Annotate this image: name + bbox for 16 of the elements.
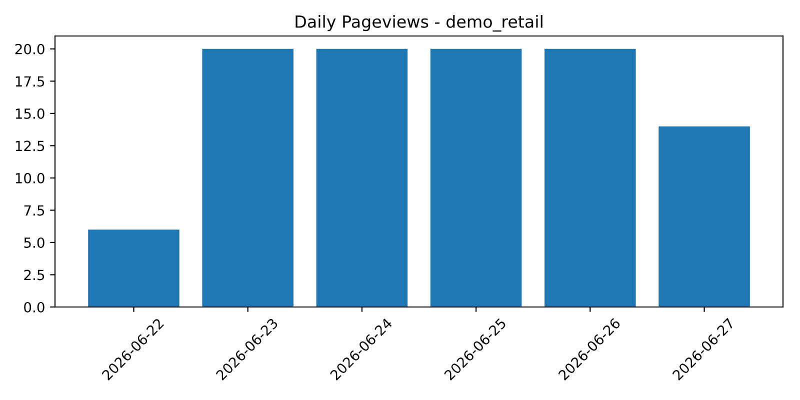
y-tick-label: 17.5 (16, 76, 44, 87)
y-tick-label: 15.0 (16, 108, 44, 119)
y-tick-label: 0.0 (24, 302, 44, 312)
y-tick-label: 5.0 (24, 237, 44, 248)
y-tick-label: 12.5 (16, 140, 44, 152)
bar (202, 48, 294, 307)
y-tick-label: 20.0 (15, 44, 44, 54)
y-tick-label: 7.5 (24, 205, 44, 216)
chart-title: Daily Pageviews - demo_retail (296, 15, 542, 32)
y-tick-label: 2.5 (24, 270, 44, 280)
bar (658, 126, 750, 307)
bar (316, 48, 408, 307)
y-tick-label: 10.0 (16, 172, 44, 184)
bar (88, 230, 180, 307)
bar (430, 48, 522, 307)
bar (544, 48, 636, 307)
